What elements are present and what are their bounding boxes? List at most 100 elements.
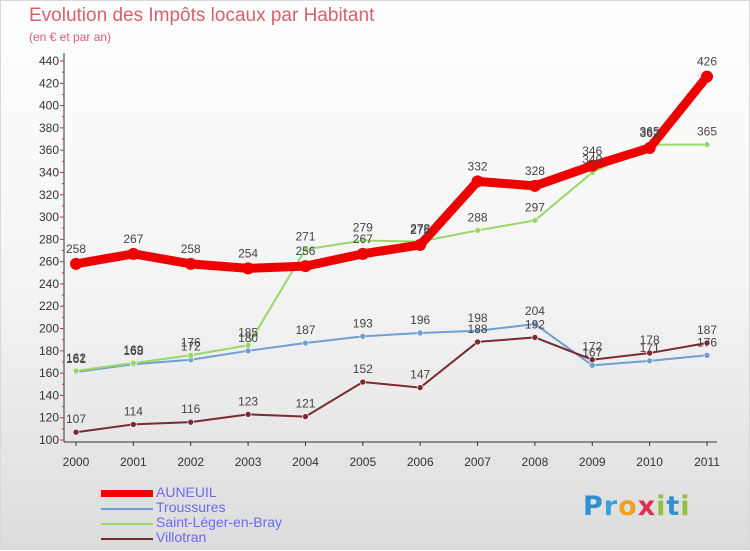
- data-point: [127, 247, 140, 260]
- x-tick-label: 2004: [292, 455, 319, 469]
- y-tick-label: 200: [39, 322, 59, 336]
- data-label: 365: [697, 125, 717, 139]
- data-point: [359, 333, 367, 340]
- series-line: [71, 72, 712, 273]
- data-point: [643, 141, 656, 154]
- x-tick-label: 2005: [349, 455, 376, 469]
- legend-swatch: [101, 523, 153, 525]
- y-tick-label: 260: [39, 255, 59, 269]
- data-point: [531, 217, 539, 224]
- data-point: [646, 357, 653, 365]
- data-label: 288: [468, 210, 488, 224]
- data-point: [416, 384, 424, 391]
- y-tick-label: 420: [39, 76, 59, 90]
- proxiti-logo[interactable]: Proxiti: [583, 491, 691, 522]
- data-point: [187, 418, 195, 426]
- data-label: 192: [525, 317, 545, 331]
- logo-letter: t: [666, 491, 681, 522]
- data-label: 275: [410, 223, 430, 237]
- data-point: [187, 351, 195, 359]
- data-label: 256: [295, 244, 315, 258]
- logo-letter: o: [618, 491, 638, 522]
- legend-item-troussures[interactable]: Troussures: [101, 499, 401, 516]
- data-point: [414, 238, 427, 251]
- data-label: 147: [410, 368, 430, 382]
- series-line: [75, 323, 708, 373]
- data-point: [244, 411, 252, 418]
- legend-item-villotran[interactable]: Villotran: [101, 529, 401, 546]
- data-label: 167: [582, 345, 602, 359]
- data-point: [302, 413, 309, 420]
- legend-swatch: [101, 490, 153, 497]
- data-label: 365: [640, 125, 660, 139]
- data-point: [703, 339, 711, 347]
- data-label: 198: [468, 311, 488, 325]
- series-line: [75, 143, 707, 372]
- legend-item-auneuil[interactable]: AUNEUIL: [101, 484, 401, 501]
- y-tick-label: 380: [39, 121, 59, 135]
- logo-letter: P: [583, 491, 604, 522]
- legend-swatch: [101, 538, 153, 540]
- data-label: 362: [640, 126, 660, 140]
- data-point: [359, 378, 367, 386]
- data-point: [184, 257, 197, 270]
- x-tick-label: 2003: [235, 455, 262, 469]
- legend-label: Troussures: [156, 499, 226, 515]
- data-label: 187: [697, 323, 717, 337]
- y-tick-label: 280: [39, 232, 59, 246]
- data-label: 187: [295, 323, 315, 337]
- legend: AUNEUIL Troussures Saint-Léger-en-Bray V…: [101, 484, 401, 546]
- data-point: [474, 338, 481, 346]
- series-lines: [70, 70, 713, 436]
- y-tick-label: 360: [39, 143, 59, 157]
- legend-item-saint-leger-en-bray[interactable]: Saint-Léger-en-Bray: [101, 514, 401, 531]
- data-point: [474, 327, 481, 335]
- y-tick-label: 160: [39, 366, 59, 380]
- data-point: [531, 320, 539, 328]
- data-label: 278: [410, 222, 430, 236]
- x-tick-label: 2002: [177, 455, 204, 469]
- data-label: 169: [123, 343, 143, 357]
- logo-letter: i: [656, 491, 667, 522]
- data-point: [531, 334, 539, 341]
- data-label: 254: [238, 246, 258, 260]
- series-line: [75, 336, 708, 434]
- data-point: [70, 257, 82, 270]
- data-point: [588, 362, 596, 369]
- x-tick-label: 2001: [120, 455, 147, 469]
- data-point: [299, 260, 312, 273]
- data-point: [356, 247, 369, 260]
- data-point: [701, 70, 713, 83]
- data-label: 121: [295, 397, 315, 411]
- data-point: [703, 351, 711, 359]
- x-tick-label: 2000: [63, 455, 90, 469]
- data-label: 107: [66, 412, 86, 426]
- data-label: 267: [353, 232, 373, 246]
- data-label: 267: [123, 232, 143, 246]
- chart-axes: 1001201401601802002202402602803003203403…: [39, 53, 720, 469]
- data-point: [588, 356, 596, 364]
- y-tick-label: 440: [39, 54, 59, 68]
- legend-label: AUNEUIL: [156, 484, 217, 500]
- y-tick-label: 320: [39, 188, 59, 202]
- legend-label: Saint-Léger-en-Bray: [156, 514, 283, 530]
- data-label: 188: [468, 322, 488, 336]
- data-point: [244, 347, 252, 355]
- data-point: [416, 329, 424, 337]
- data-label: 185: [238, 325, 258, 339]
- data-point: [586, 159, 599, 172]
- x-tick-label: 2010: [636, 455, 663, 469]
- data-label: 279: [353, 220, 373, 234]
- data-point: [359, 237, 367, 244]
- x-tick-label: 2009: [579, 455, 606, 469]
- series-auneuil: [70, 70, 713, 275]
- data-label: 258: [66, 242, 86, 256]
- data-label: 176: [181, 335, 201, 349]
- series-villotran: [72, 334, 711, 436]
- legend-label: Villotran: [156, 529, 207, 545]
- y-tick-label: 140: [39, 388, 59, 402]
- data-label: 297: [525, 200, 545, 214]
- y-tick-label: 240: [39, 277, 59, 291]
